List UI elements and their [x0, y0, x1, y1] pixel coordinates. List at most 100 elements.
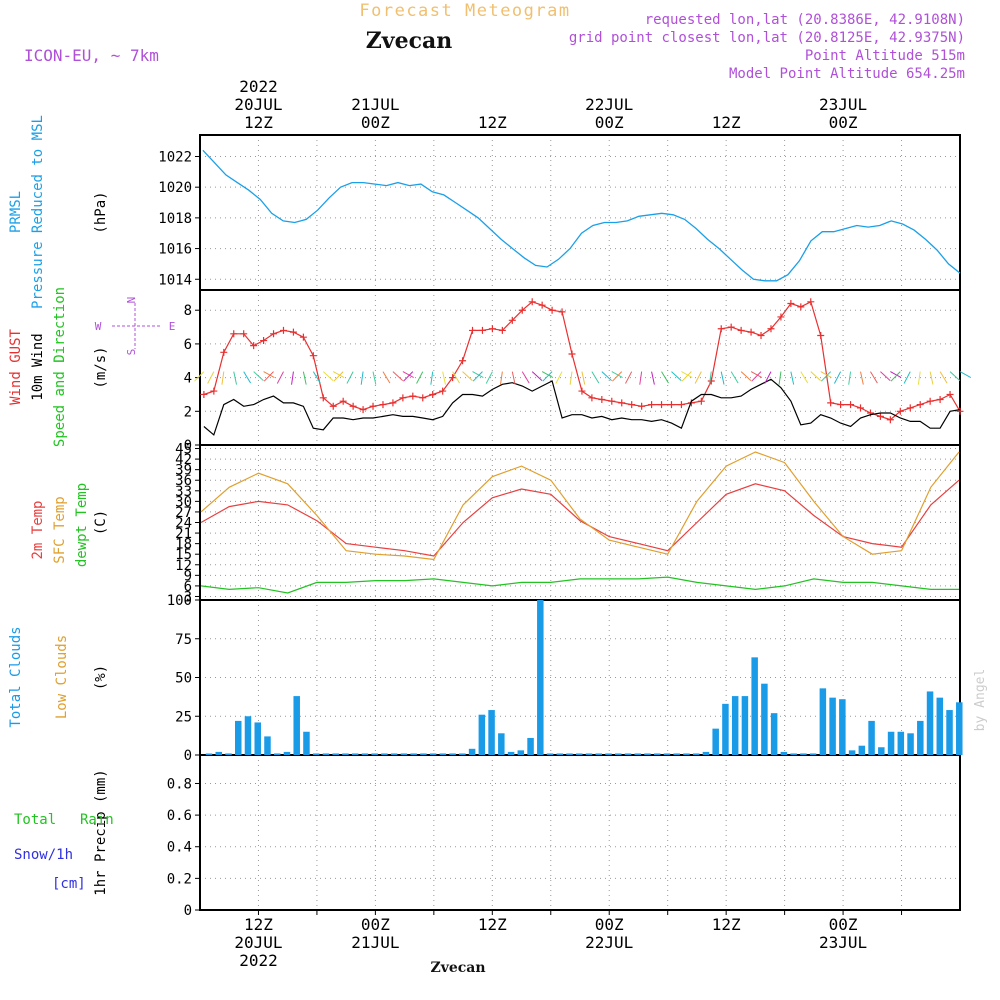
wind-direction-arrow: [521, 371, 530, 384]
bottom-time-label: 23JUL: [819, 933, 867, 952]
cloud-bar: [283, 751, 291, 755]
bottom-time-label: 22JUL: [585, 933, 633, 952]
point-altitude: Point Altitude 515m: [805, 48, 965, 64]
bottom-time-label: 00Z: [361, 915, 390, 934]
cloud-bar: [429, 753, 437, 755]
ytick-label: 0.6: [167, 808, 192, 824]
gust-marker: [289, 328, 297, 336]
cloud-bar: [926, 691, 934, 755]
gust-marker: [299, 333, 307, 341]
top-time-label: 12Z: [712, 113, 741, 132]
cloud-bar: [244, 716, 252, 755]
gust-marker: [349, 402, 357, 410]
cloud-bar: [653, 753, 661, 755]
cloud-bar: [858, 745, 866, 755]
compass-n: N: [125, 297, 138, 304]
wind-direction-arrow: [778, 371, 782, 385]
ytick-label: 12: [175, 558, 192, 574]
ytick-label: 27: [175, 505, 192, 521]
bottom-time-label: 12Z: [478, 915, 507, 934]
gust-marker: [528, 298, 536, 306]
wind-direction-arrow: [332, 371, 345, 379]
temp-line-1: [200, 451, 960, 561]
bottom-time-label: 00Z: [595, 915, 624, 934]
ytick-label: 21: [175, 526, 192, 542]
app-title: Forecast Meteogram: [359, 1, 570, 21]
wind-direction-arrow: [681, 371, 692, 382]
gust-marker: [906, 404, 914, 412]
cloud-bar: [673, 753, 680, 755]
sfc-label: SFC Temp: [52, 496, 68, 563]
gust-marker: [469, 326, 477, 334]
wind-direction-arrow: [452, 371, 460, 384]
cloud-bar: [390, 753, 398, 755]
gust-marker: [667, 401, 675, 409]
gust-marker: [658, 401, 666, 409]
wind-direction-arrow: [555, 371, 563, 384]
bottom-time-label: 00Z: [829, 915, 858, 934]
gust-marker: [638, 402, 646, 410]
gust-marker: [588, 394, 596, 402]
gust-marker: [807, 298, 815, 306]
ytick-label: 39: [175, 463, 192, 479]
compass-cross: [112, 303, 160, 349]
gust-marker: [548, 306, 556, 314]
cloud-bar: [527, 737, 534, 755]
compass-e: E: [169, 320, 176, 333]
wind-dir-label: Speed and Direction: [52, 287, 68, 447]
top-time-label: 21JUL: [351, 95, 399, 114]
wind-direction-arrow: [243, 371, 252, 384]
wind-direction-arrow: [661, 371, 669, 384]
cloud-bar: [712, 728, 719, 755]
cloud-bar: [702, 751, 710, 755]
wind-direction-arrow: [263, 371, 274, 382]
wind-direction-arrow: [430, 371, 434, 385]
wind-direction-arrow: [740, 371, 752, 382]
wind-direction-arrow: [708, 371, 712, 385]
cloud-bar: [488, 710, 495, 755]
gust-marker: [618, 399, 626, 407]
gust-marker: [359, 406, 367, 414]
wind-direction-arrow: [442, 371, 446, 385]
temp-line-0: [200, 479, 960, 557]
gust-marker: [339, 397, 347, 405]
gust-marker: [518, 306, 526, 314]
gust-marker: [220, 348, 228, 356]
ytick-label: 25: [175, 709, 192, 725]
panels: 10141016101810201022(hPa)02468(m/s)36912…: [8, 115, 972, 919]
wind-direction-arrow: [929, 371, 934, 385]
cloud-bar: [459, 753, 466, 755]
wind-direction-arrow: [276, 371, 284, 384]
cloud-bar: [809, 753, 817, 755]
cloud-bar: [946, 710, 953, 755]
ytick-label: 1022: [158, 149, 192, 165]
gust-marker: [777, 313, 785, 321]
panel-ylabel: (m/s): [93, 346, 109, 388]
cloud-bar: [770, 713, 778, 755]
cloud-bar: [576, 753, 583, 755]
wind-direction-arrow: [903, 371, 911, 384]
wind-direction-arrow: [890, 371, 902, 379]
cloud-bar: [936, 697, 944, 755]
precip-snow-label: Snow/1h: [14, 847, 73, 863]
gust-marker: [429, 390, 437, 398]
cloud-bar: [410, 753, 417, 755]
wind-direction-arrow: [880, 371, 891, 382]
cloud-bar: [225, 753, 232, 755]
cloud-bar: [751, 657, 758, 755]
cloud-bar: [235, 720, 242, 755]
wind-direction-arrow: [511, 371, 516, 385]
wind-direction-arrow: [810, 371, 821, 382]
wind-direction-arrow: [569, 371, 573, 385]
wind-direction-arrow: [870, 371, 878, 384]
wind-direction-arrow: [848, 371, 852, 385]
ytick-label: 4: [184, 371, 192, 387]
wind-direction-arrow: [611, 371, 623, 379]
gust-marker: [309, 352, 317, 360]
gust-marker: [876, 412, 884, 420]
gust-marker: [608, 397, 616, 405]
total-clouds-label: Total Clouds: [8, 626, 24, 727]
bottom-time-label: 20JUL: [234, 933, 282, 952]
wind-direction-arrow: [671, 371, 682, 382]
wind-direction-arrow: [651, 371, 655, 385]
